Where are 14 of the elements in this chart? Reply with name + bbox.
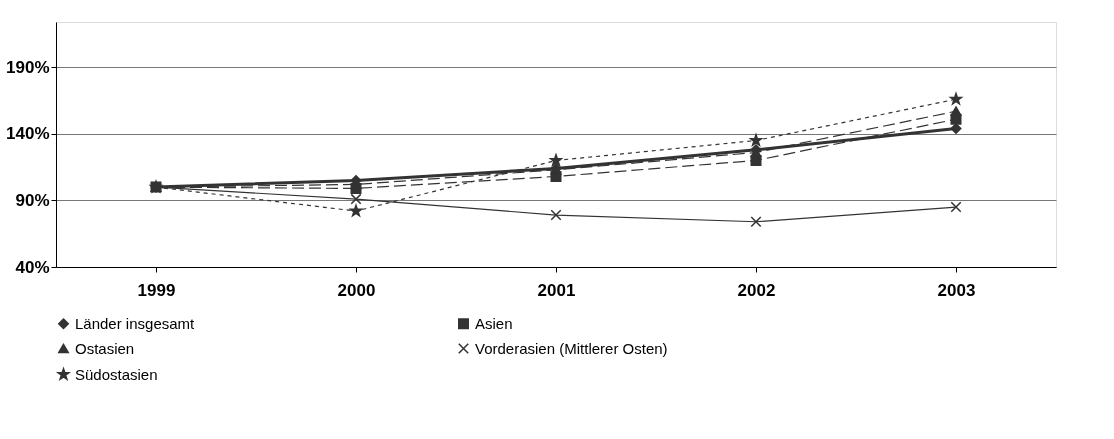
legend-label: Ostasien — [75, 339, 135, 357]
y-tick-label: 90% — [15, 190, 50, 210]
legend-label: Länder insgesamt — [75, 314, 196, 332]
x-tick-label: 2000 — [337, 280, 376, 300]
legend-label: Asien — [475, 314, 513, 332]
legend-label: Südostasien — [75, 365, 158, 383]
x-tick-label: 1999 — [137, 280, 176, 300]
y-tick-label: 40% — [15, 257, 50, 277]
y-tick-label: 190% — [6, 57, 50, 77]
legend-label: Vorderasien (Mittlerer Osten) — [475, 339, 668, 357]
x-tick-label: 2003 — [937, 280, 976, 300]
x-tick-label: 2002 — [737, 280, 776, 300]
y-tick-label: 140% — [6, 124, 50, 144]
x-tick-label: 2001 — [537, 280, 576, 300]
